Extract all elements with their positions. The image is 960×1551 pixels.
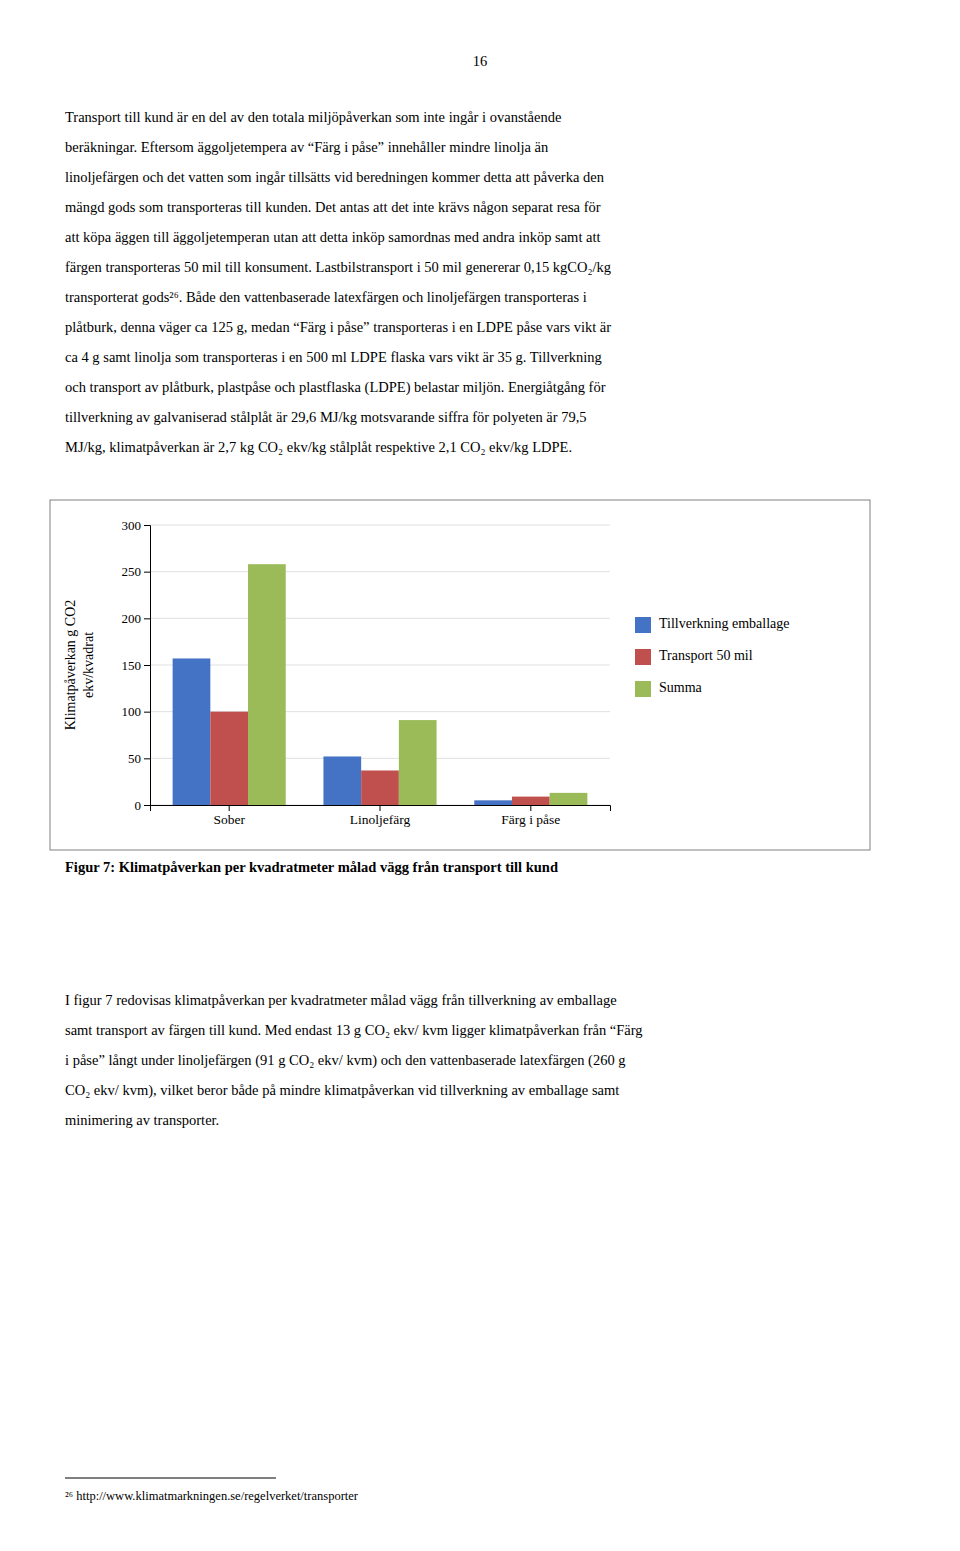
tick-mark [380,805,381,811]
paragraph-line: mängd gods som transporteras till kunden… [65,199,601,215]
tick-label: Färg i påse [501,812,560,827]
tick-label: 300 [122,518,142,533]
legend-swatch [635,681,651,697]
bar [474,800,512,805]
tick-mark [229,805,230,811]
paragraph-line: plåtburk, denna väger ca 125 g, medan “F… [65,319,611,335]
axis-line [151,806,611,812]
paragraph-line: transporterat gods²⁶. Både den vattenbas… [65,289,587,305]
bar [399,720,437,805]
bar [323,756,361,805]
tick-mark [144,572,150,573]
tick-label: Linoljefärg [350,812,411,827]
paragraph-line: tillverkning av galvaniserad stålplåt är… [65,409,587,425]
paragraph-line: och transport av plåtburk, plastpåse och… [65,379,606,396]
tick-mark [144,758,150,759]
grid-line [150,571,610,572]
paragraph-line: CO₂ ekv/ kvm), vilket beror både på mind… [65,1082,619,1099]
footnote: ²⁶ http://www.klimatmarkningen.se/regelv… [65,1489,359,1503]
tick-label: 200 [122,611,142,626]
legend-swatch [635,649,651,665]
paragraph-line: Transport till kund är en del av den tot… [65,109,561,125]
tick: Färg i påse [501,805,560,827]
y-axis: 0 50 100 150 200 250 300 [122,518,151,813]
paragraph-line: i påse” långt under linoljefärgen (91 g … [65,1052,626,1069]
legend-swatch [635,617,651,633]
bar [550,793,588,805]
paragraph-line: ca 4 g samt linolja som transporteras i … [65,349,602,365]
tick: 0 [135,798,151,813]
paragraph: I figur 7 redovisas klimatpåverkan per k… [65,992,643,1128]
tick-mark [144,665,150,666]
tick-label: 150 [122,658,142,673]
tick: 150 [122,658,151,673]
bar [173,658,211,805]
chart: 0 50 100 150 200 250 300 Sober Linoljefärg Färg i… [122,518,611,827]
grid-line [150,525,610,526]
bar-series [173,658,512,805]
tick-mark [144,712,150,713]
bars [173,564,588,805]
tick-label: 0 [135,798,142,813]
x-axis: Sober Linoljefärg Färg i påse [151,805,611,827]
chart-frame [50,500,870,850]
tick: 250 [122,564,151,579]
grid-line [150,665,610,666]
tick: Sober [213,805,245,827]
paragraph-line: färgen transporteras 50 mil till konsume… [65,259,611,275]
legend-item: Tillverkning emballage [635,616,790,633]
bar [210,712,248,805]
paragraph-line: I figur 7 redovisas klimatpåverkan per k… [65,992,617,1008]
tick-label: 250 [122,564,142,579]
paragraph-line: beräkningar. Eftersom äggoljetempera av … [65,139,549,155]
legend-item: Transport 50 mil [635,648,753,665]
chart-title: Figur 7: Klimatpåverkan per kvadratmeter… [65,859,558,875]
legend-label: Transport 50 mil [659,648,753,663]
legend-label: Tillverkning emballage [659,616,790,631]
axis-title: Klimatpåverkan g CO2 [63,600,78,731]
bar-series [248,564,587,805]
paragraph-line: samt transport av färgen till kund. Med … [65,1022,643,1038]
legend-item: Summa [635,680,703,697]
footnote-separator [65,1478,276,1479]
tick: 200 [122,611,151,626]
paragraph: Transport till kund är en del av den tot… [65,109,611,455]
page-number: 16 [473,53,488,69]
tick-mark [530,805,531,811]
legend: Tillverkning emballage Transport 50 mil Su… [635,616,790,697]
tick-mark [144,618,150,619]
axis-title: ekv/kvadrat [81,632,96,698]
grid [150,525,610,805]
bar [248,564,286,805]
bar [512,797,550,805]
tick-label: 50 [128,751,141,766]
tick-mark [144,525,150,526]
tick: Linoljefärg [350,805,411,827]
page: 16 Transport till kund är en del av den t… [0,0,960,1551]
axis-line [144,526,151,806]
paragraph-line: linoljefärgen och det vatten som ingår t… [65,169,605,185]
tick-mark [144,805,150,806]
tick-label: 100 [122,704,142,719]
tick-label: Sober [213,812,245,827]
paragraph-line: MJ/kg, klimatpåverkan är 2,7 kg CO₂ ekv/… [65,439,572,455]
tick: 100 [122,704,151,719]
legend-label: Summa [659,680,703,695]
tick: 300 [122,518,151,533]
bar [361,770,399,805]
paragraph-line: minimering av transporter. [65,1112,219,1128]
grid-line [150,618,610,619]
tick: 50 [128,751,150,766]
paragraph-line: att köpa äggen till äggoljetemperan utan… [65,229,601,245]
